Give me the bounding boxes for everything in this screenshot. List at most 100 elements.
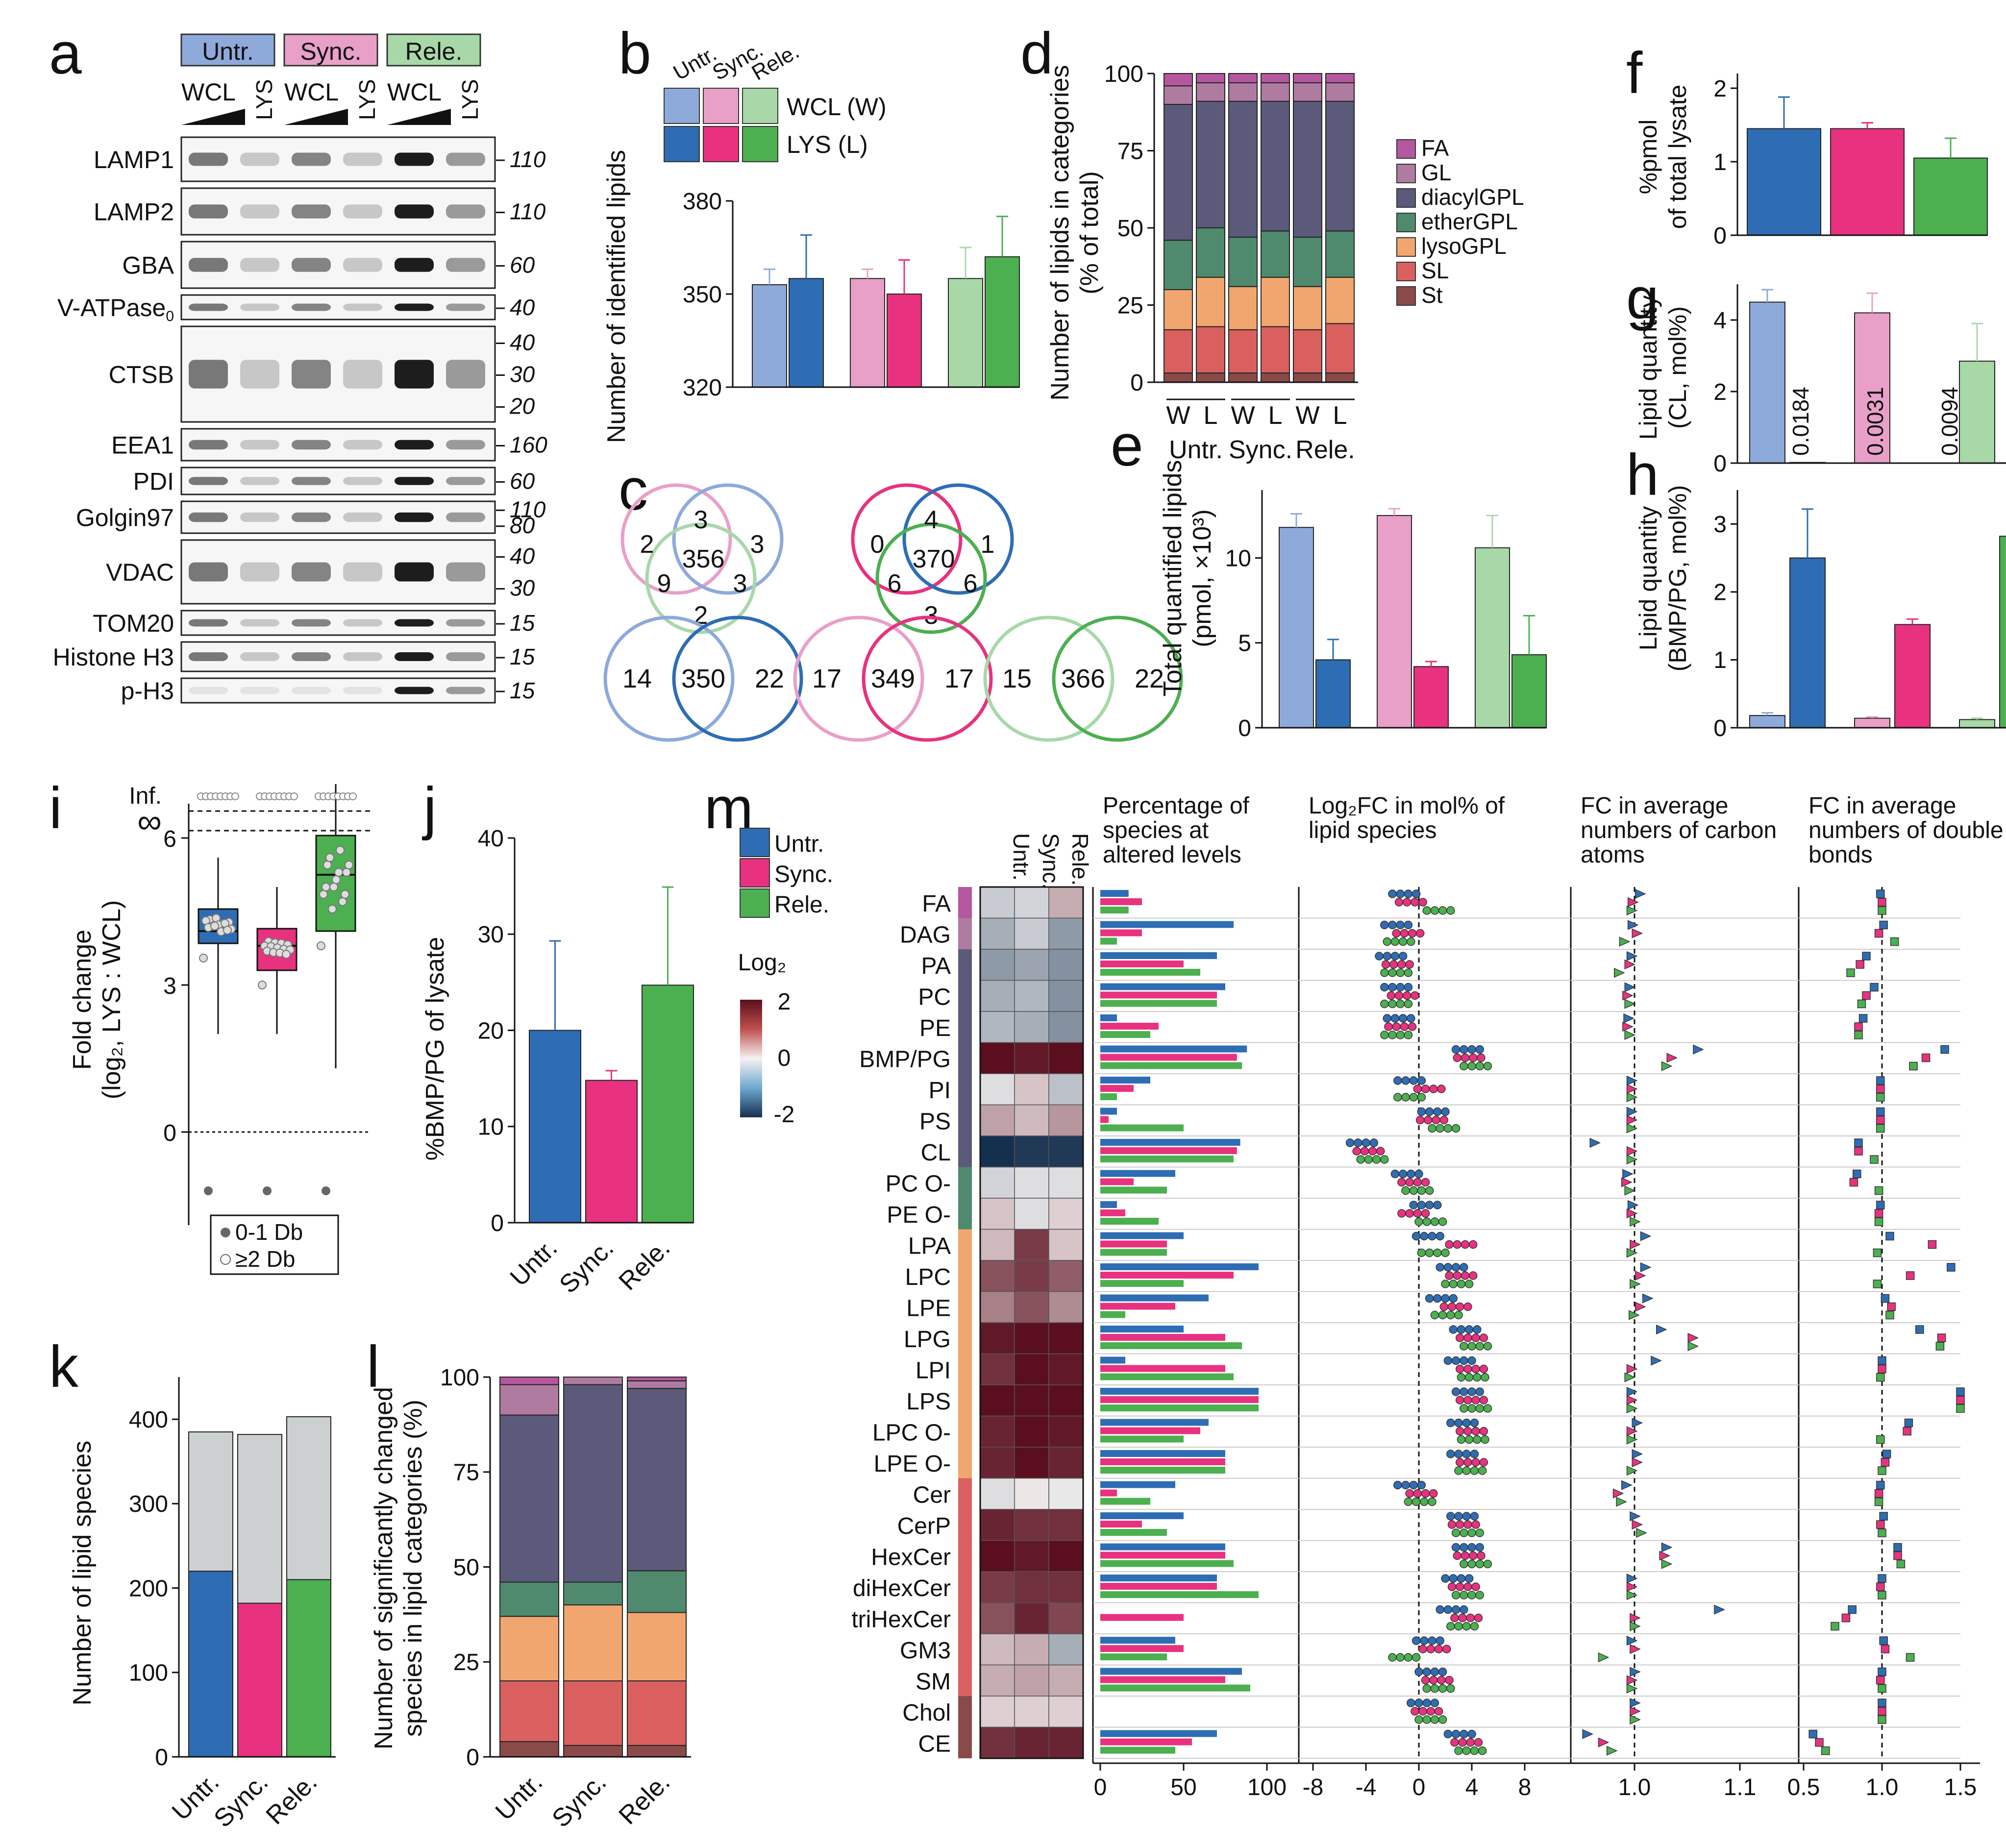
db-fc-marker <box>1878 906 1886 915</box>
heat-cell <box>1048 1540 1084 1572</box>
fc-point <box>1415 1115 1425 1125</box>
venn-circle <box>1052 616 1183 742</box>
venn-count: 22 <box>1135 664 1164 693</box>
legend-marker-open <box>220 1254 231 1265</box>
category-strip <box>958 1260 972 1292</box>
db-fc-marker <box>1956 1387 1965 1396</box>
carbon-fc-marker <box>1642 1293 1654 1304</box>
fc-point <box>1449 1325 1458 1334</box>
x-tick-label: -8 <box>1303 1774 1324 1800</box>
blot-band <box>189 303 228 311</box>
blot-band <box>189 258 228 272</box>
fc-point <box>1398 952 1408 961</box>
stacked-segment-lysogpl <box>627 1612 687 1681</box>
row-label: BMP/PG <box>859 1046 951 1072</box>
fc-point <box>1420 1497 1429 1506</box>
fc-point <box>1412 889 1421 898</box>
blot-frame <box>180 500 496 534</box>
y-axis-title: Number of identified lipids <box>602 150 631 443</box>
panel-b-identified-lipids: Untr.Sync.Rele.WCL (W)LYS (L)Number of i… <box>602 37 1020 443</box>
blot-label: LAMP1 <box>94 146 174 173</box>
data-point <box>342 868 351 877</box>
x-tick-label: 0.5 <box>1787 1774 1820 1800</box>
fc-point <box>1429 1676 1438 1685</box>
fc-point <box>1404 889 1413 898</box>
pct-altered-bar <box>1100 983 1225 990</box>
category-strip <box>958 1354 972 1385</box>
carbon-fc-marker <box>1630 1216 1641 1227</box>
pct-altered-bar <box>1100 1489 1117 1497</box>
heat-cell <box>1048 1509 1084 1541</box>
condition-header-label: Untr. <box>202 38 254 65</box>
heat-cell <box>980 1322 1015 1355</box>
bar <box>1789 557 1826 728</box>
fc-point <box>1475 1591 1484 1600</box>
fc-point <box>1462 1466 1471 1475</box>
fc-point <box>1441 1574 1450 1583</box>
fc-point <box>1479 1333 1488 1342</box>
heat-cell <box>1014 887 1049 919</box>
stacked-segment-sl <box>1293 329 1322 374</box>
fc-point <box>1436 1263 1444 1272</box>
blot-frame <box>180 610 496 636</box>
fc-point <box>1460 1543 1468 1552</box>
fc-point <box>1446 1684 1455 1693</box>
blot-band <box>292 303 331 311</box>
pct-altered-bar <box>1100 1280 1184 1287</box>
fc-point <box>1454 1466 1463 1475</box>
pct-altered-bar <box>1100 1668 1242 1675</box>
db-fc-marker <box>1878 1364 1886 1374</box>
fc-point <box>1462 1418 1471 1428</box>
heat-cell <box>980 1198 1015 1230</box>
fc-point <box>1460 1263 1468 1272</box>
heat-cell <box>980 1135 1015 1168</box>
db-fc-marker <box>1878 1715 1886 1724</box>
category-strip <box>958 1727 972 1758</box>
blot-band <box>189 512 228 522</box>
heat-cell <box>1014 1571 1049 1603</box>
x-tick-label: Sync. <box>209 1768 274 1833</box>
y-tick-label: 6 <box>163 826 176 852</box>
fc-point <box>1430 1715 1439 1724</box>
heatmap-column-header: Sync. <box>1038 833 1064 889</box>
fc-point <box>1462 1746 1471 1755</box>
row-label: diHexCer <box>853 1576 951 1602</box>
group-label: Untr. <box>1169 436 1223 464</box>
heat-cell <box>980 1260 1015 1292</box>
data-point <box>317 941 325 950</box>
heat-cell <box>1014 1011 1049 1043</box>
y-tick-label: 3 <box>1713 512 1727 538</box>
color-scale <box>740 1000 762 1117</box>
fc-point <box>1417 1186 1426 1195</box>
heat-cell <box>1048 1571 1084 1603</box>
heat-cell <box>1014 1726 1049 1759</box>
subpanel-title: Percentage of <box>1103 793 1250 819</box>
carbon-fc-marker <box>1623 1013 1635 1024</box>
blot-band <box>189 619 228 627</box>
y-axis-title: Lipid quantity <box>1635 506 1662 651</box>
pct-altered-bar <box>1100 1156 1234 1162</box>
pct-altered-bar <box>1100 1272 1234 1279</box>
blot-band <box>292 477 331 485</box>
fc-point <box>1475 1045 1484 1054</box>
stacked-segment-ethergpl <box>1293 236 1322 287</box>
fc-point <box>1409 1186 1418 1195</box>
data-point-low <box>322 1186 330 1195</box>
panel-l-changed-species: Number of significantly changed species i… <box>370 1365 691 1833</box>
fc-point <box>1481 1373 1489 1382</box>
fc-point <box>1475 1342 1484 1351</box>
y-tick-label: 0 <box>466 1745 479 1771</box>
fc-point <box>1372 1155 1381 1164</box>
blot-band <box>240 152 279 166</box>
legend-label-wcl: WCL (W) <box>787 93 887 121</box>
heat-cell <box>980 1602 1015 1634</box>
heat-cell <box>1014 1353 1049 1385</box>
fc-point <box>1421 1209 1430 1218</box>
venn-count: 6 <box>888 569 902 598</box>
fc-point <box>1454 1512 1463 1521</box>
x-tick-label: 1.1 <box>1724 1774 1757 1800</box>
fc-point <box>1390 952 1400 961</box>
db-fc-marker <box>1878 1667 1886 1676</box>
heat-cell <box>980 1353 1015 1385</box>
legend-swatch-w <box>742 88 778 124</box>
